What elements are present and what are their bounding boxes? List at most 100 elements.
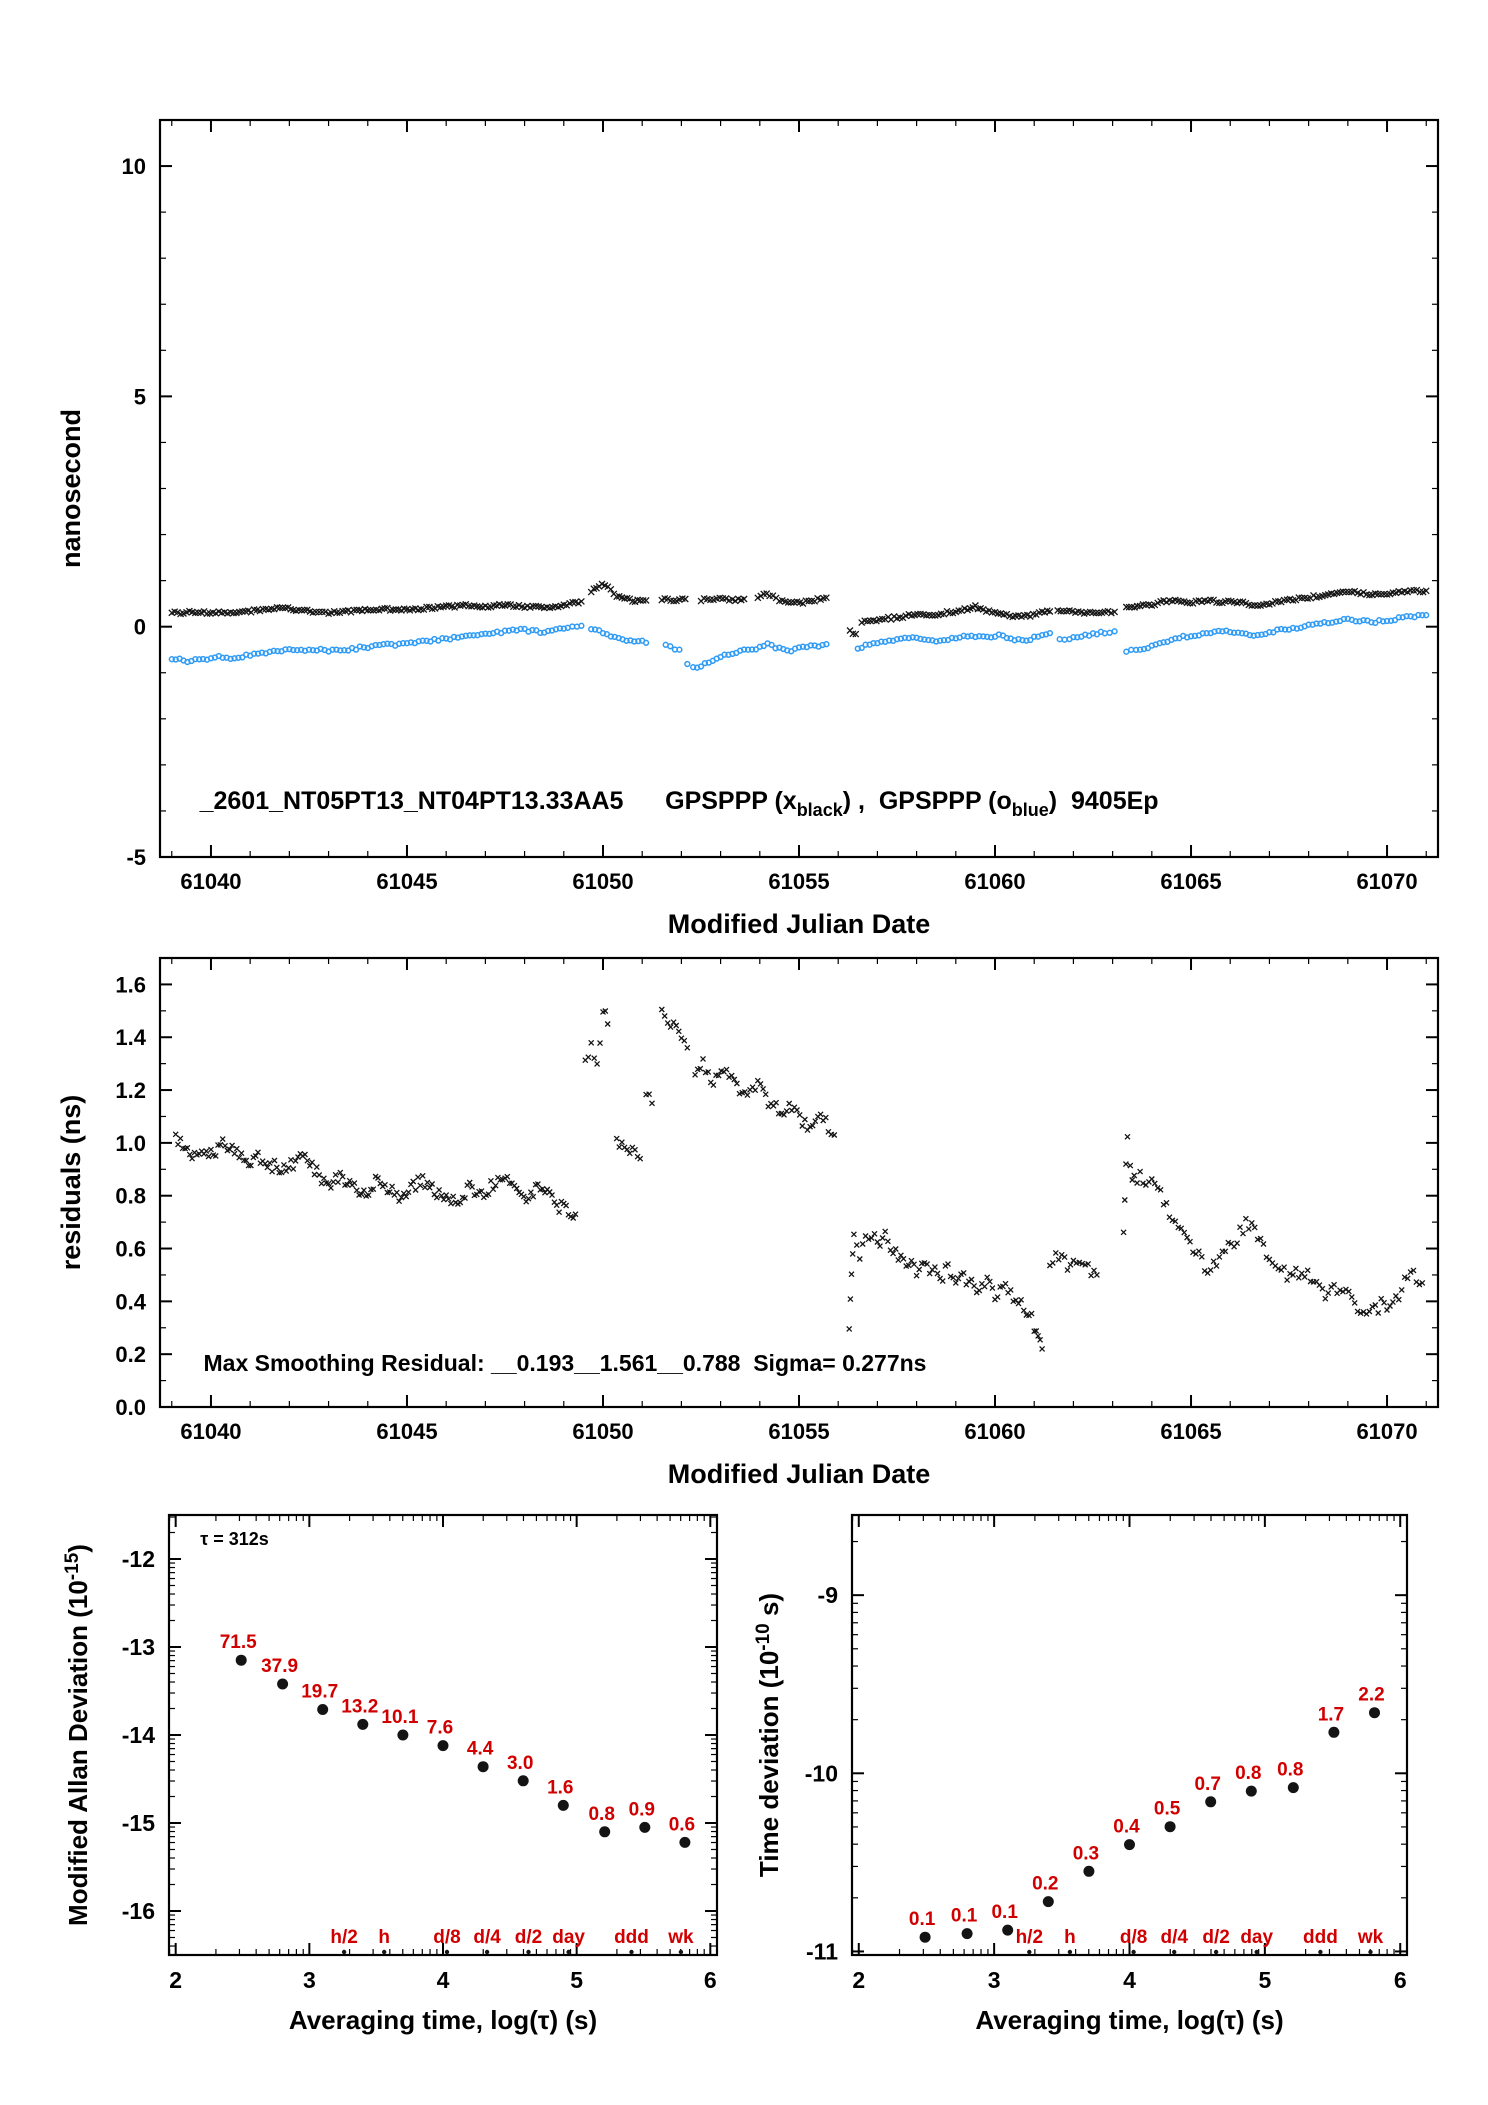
x-tick-label: 61040 [180,1419,241,1444]
data-point [357,1718,369,1730]
point-value-label: 0.7 [1194,1774,1220,1795]
x-tick-label: 61065 [1160,869,1221,894]
tdev-plot: 2 3 4 5 6 -9 -10 -11 Averaging time, log(τ) (s) T… [753,1513,1409,2035]
tau-tick-dot [1172,1949,1177,1955]
x-tick-label: 61070 [1356,869,1417,894]
series-gpsppp-o-blue [168,611,1430,671]
axes: 61040 61045 61050 61055 61060 61065 61070 -5 0 5 1… [122,119,1438,894]
tau-tick-dot [566,1949,571,1955]
y-tick-label: -15 [122,1810,155,1836]
tau-tick-dot [382,1949,387,1955]
tau-label: d/2 [515,1927,542,1948]
y-axis-title: Modified Allan Deviation (10-15) [62,1544,93,1926]
data-point [919,1931,931,1943]
tau-tick-dot [341,1949,347,1955]
axes: 61040 61045 61050 61055 61060 61065 61070 0.0 0.… [115,957,1438,1444]
point-value-label: 3.0 [507,1753,533,1774]
y-tick-label: 0.4 [115,1289,146,1314]
point-value-label: 10.1 [381,1707,418,1728]
tau-label: wk [1357,1927,1384,1948]
axes: 2 3 4 5 6 -12 -13 -14 -15 -16 [122,1515,717,1993]
tau-tick-dot [1368,1949,1373,1955]
x-tick-label: 3 [988,1967,1001,1993]
x-axis-title: Averaging time, log(τ) (s) [975,2005,1283,2035]
x-tick-label: 6 [1394,1967,1407,1993]
y-tick-label: -9 [818,1582,838,1608]
y-axis-title: residuals (ns) [56,1095,86,1271]
tau-tick-dot [1067,1949,1073,1955]
tau-tick-dot [526,1949,531,1955]
tau-tick-dot [1254,1949,1259,1955]
x-tick-label: 61040 [180,869,241,894]
data-point [639,1821,651,1833]
mdev-plot: 2 3 4 5 6 -12 -13 -14 -15 -16 Averaging time, log(… [62,1513,719,2035]
x-tick-label: 4 [1123,1967,1136,1993]
axes: 2 3 4 5 6 -9 -10 -11 [805,1515,1407,1993]
data-point [1369,1707,1380,1719]
x-tick-label: 61045 [376,1419,437,1444]
y-tick-label: 5 [134,384,146,409]
x-tick-label: 61060 [964,869,1025,894]
tau-reference-labels: h/2 h d/8 d/4 d/2 day ddd wk [330,1927,694,1955]
y-tick-label: 0.6 [115,1237,146,1262]
tau-label: day [1240,1927,1273,1948]
data-point [1328,1726,1340,1738]
tau-tick-dot [1318,1949,1323,1955]
data-point [1042,1896,1054,1908]
point-value-label: 0.8 [1277,1760,1303,1781]
point-value-label: 0.8 [1235,1763,1261,1784]
data-point [277,1678,289,1690]
tau-label: d/8 [1120,1927,1147,1948]
tau-label: ddd [1303,1927,1338,1948]
y-tick-label: -12 [122,1546,155,1572]
tau-tick-dot [1213,1949,1219,1955]
x-tick-label: 5 [570,1967,583,1993]
tau-tick-dot [629,1949,634,1955]
point-value-label: 0.1 [951,1906,978,1927]
x-tick-label: 61050 [572,1419,633,1444]
data-point [1205,1796,1217,1808]
tau-tick-dot [484,1949,490,1955]
tau-tick-dot [444,1949,450,1955]
data-point [961,1928,973,1940]
data-point [397,1729,409,1741]
residuals-plot: 61040 61045 61050 61055 61060 61065 61070 0.0 0.… [56,956,1440,1489]
point-value-label: 0.2 [1032,1874,1058,1895]
point-value-label: 19.7 [301,1682,338,1703]
data-point [1287,1782,1299,1794]
y-axis-title: Time deviation (10-10 s) [753,1593,784,1877]
x-axis-title: Modified Julian Date [668,1459,931,1489]
tau-label: d/4 [473,1927,501,1948]
point-value-label: 13.2 [341,1696,378,1717]
data-point [557,1799,569,1811]
annotation-text: _2601_NT05PT13_NT04PT13.33AA5 GPSPPP (xb… [199,787,1159,820]
point-value-label: 0.5 [1154,1799,1181,1820]
data-point [1245,1785,1257,1797]
point-value-label: 0.4 [1113,1817,1140,1838]
data-point [1164,1821,1176,1833]
tau-label: h/2 [1016,1927,1043,1948]
x-tick-label: 5 [1258,1967,1271,1993]
plot-frame [850,1513,1409,1957]
tau-label: h/2 [330,1927,357,1948]
tau-label: d/8 [433,1927,460,1948]
deviation-points: 71.537.919.713.210.1 7.6 4.4 3.0 1.6 0.8 0.9 0.… [220,1632,695,1848]
data-point [1083,1865,1095,1877]
tau-label: ddd [614,1927,649,1948]
time-deviation-chart: 2 3 4 5 6 -9 -10 -11 Averaging time, log(τ) (s) T… [753,1513,1409,2035]
y-tick-label: 1.0 [115,1131,146,1156]
x-tick-label: 61060 [964,1419,1025,1444]
annotation-text: τ = 312s [200,1529,269,1549]
x-tick-label: 4 [437,1967,450,1993]
tau-tick-dot [1131,1949,1136,1955]
tau-label: day [552,1927,585,1948]
y-tick-label: -16 [122,1898,155,1924]
plot-frame [158,118,1440,859]
point-value-label: 7.6 [427,1718,453,1739]
x-tick-label: 2 [169,1967,182,1993]
tau-label: h [378,1927,390,1948]
x-tick-label: 61055 [768,869,829,894]
point-value-label: 0.6 [669,1814,695,1835]
data-point [1124,1839,1135,1851]
data-point [437,1740,449,1752]
